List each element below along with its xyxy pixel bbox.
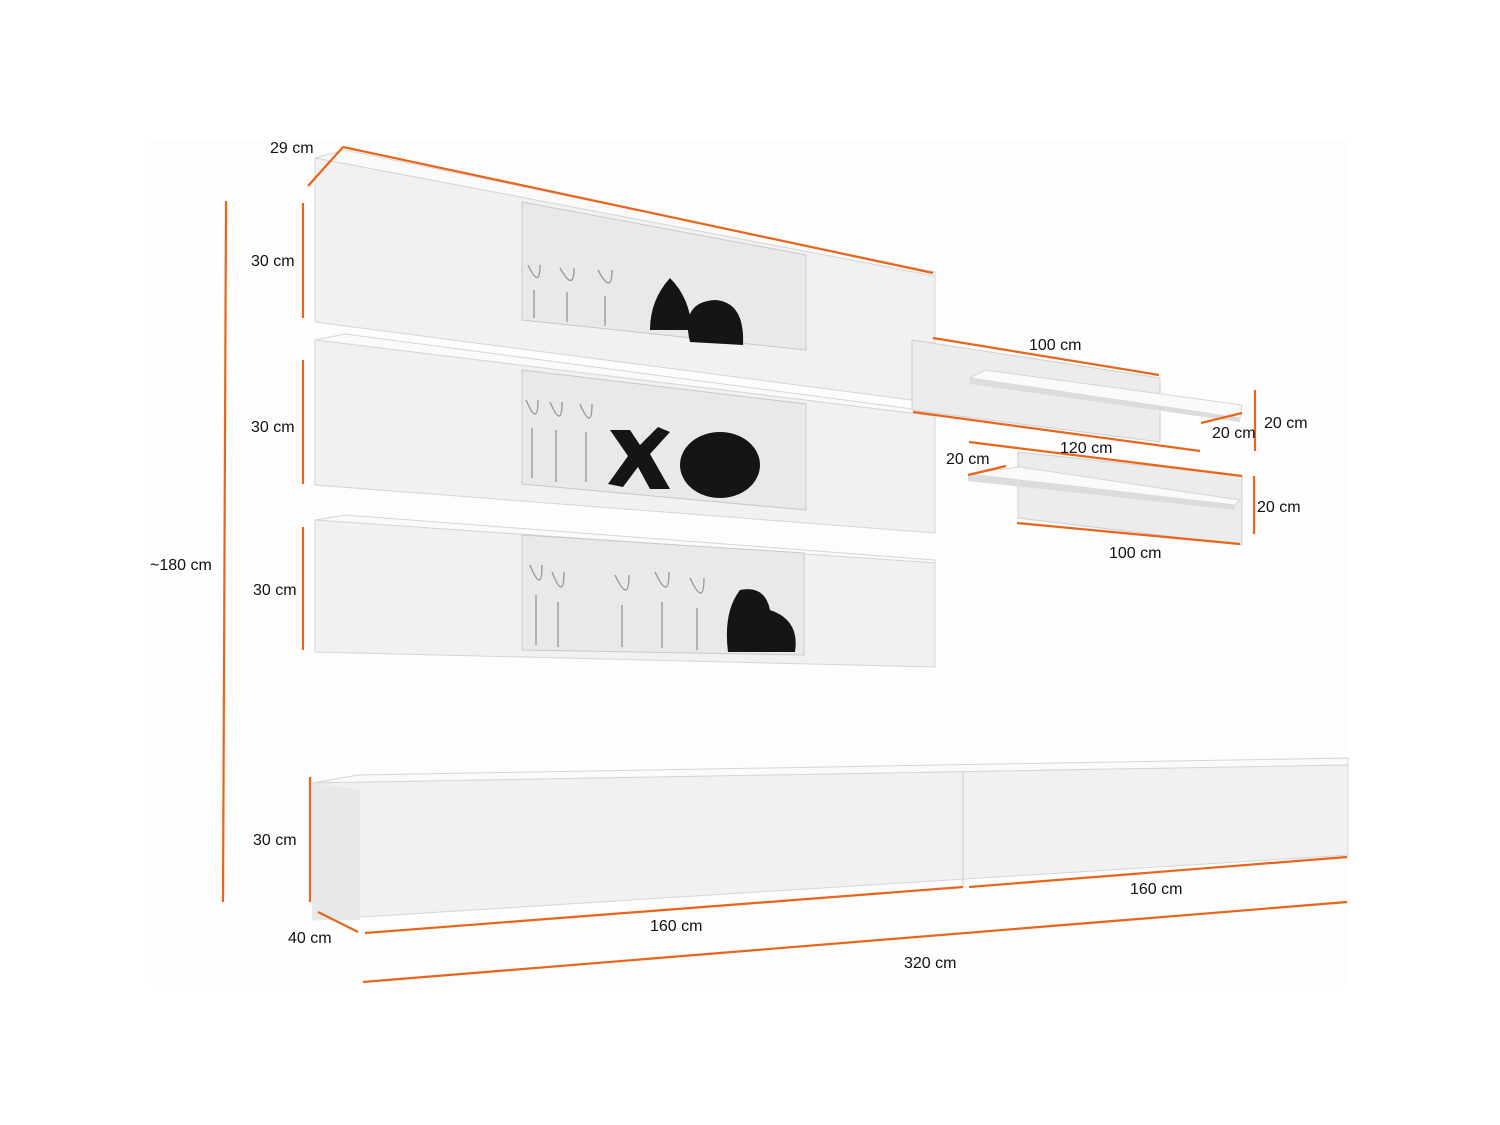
label-shelf-2-height: 20 cm xyxy=(1257,499,1301,516)
label-total-width: 320 cm xyxy=(904,955,956,972)
label-lowboard-height: 30 cm xyxy=(253,832,297,849)
label-shelf-2-depth: 20 cm xyxy=(946,451,990,468)
label-shelf-1-back-width: 120 cm xyxy=(1060,440,1112,457)
glassware-icon xyxy=(527,264,613,326)
label-wall-cabinet-2-height: 30 cm xyxy=(251,419,295,436)
wall-shelf-2 xyxy=(967,451,1243,546)
wall-cabinet-1 xyxy=(314,149,936,404)
decor-letter-x-icon xyxy=(608,427,670,489)
label-lowboard-left-width: 160 cm xyxy=(650,918,702,935)
label-shelf-1-top-width: 100 cm xyxy=(1029,337,1081,354)
sculpture-icon xyxy=(726,589,796,652)
label-wall-cabinet-1-height: 30 cm xyxy=(251,253,295,270)
label-total-height: ~180 cm xyxy=(150,557,212,574)
vase-icon xyxy=(680,432,760,498)
wall-shelf-1 xyxy=(911,339,1243,443)
wall-cabinet-3 xyxy=(314,514,936,668)
label-shelf-1-height: 20 cm xyxy=(1264,415,1308,432)
wall-cabinet-2 xyxy=(314,333,936,534)
vase-icon xyxy=(650,278,744,345)
dimension-lines xyxy=(221,145,1348,984)
glassware-icon xyxy=(529,564,705,650)
lowboard xyxy=(312,757,1349,921)
label-wall-cabinet-3-height: 30 cm xyxy=(253,582,297,599)
label-shelf-1-depth: 20 cm xyxy=(1212,425,1256,442)
label-wall-cabinet-depth: 29 cm xyxy=(270,140,314,157)
label-lowboard-right-width: 160 cm xyxy=(1130,881,1182,898)
label-lowboard-depth: 40 cm xyxy=(288,930,332,947)
glassware-icon xyxy=(525,399,593,482)
label-shelf-2-width: 100 cm xyxy=(1109,545,1161,562)
